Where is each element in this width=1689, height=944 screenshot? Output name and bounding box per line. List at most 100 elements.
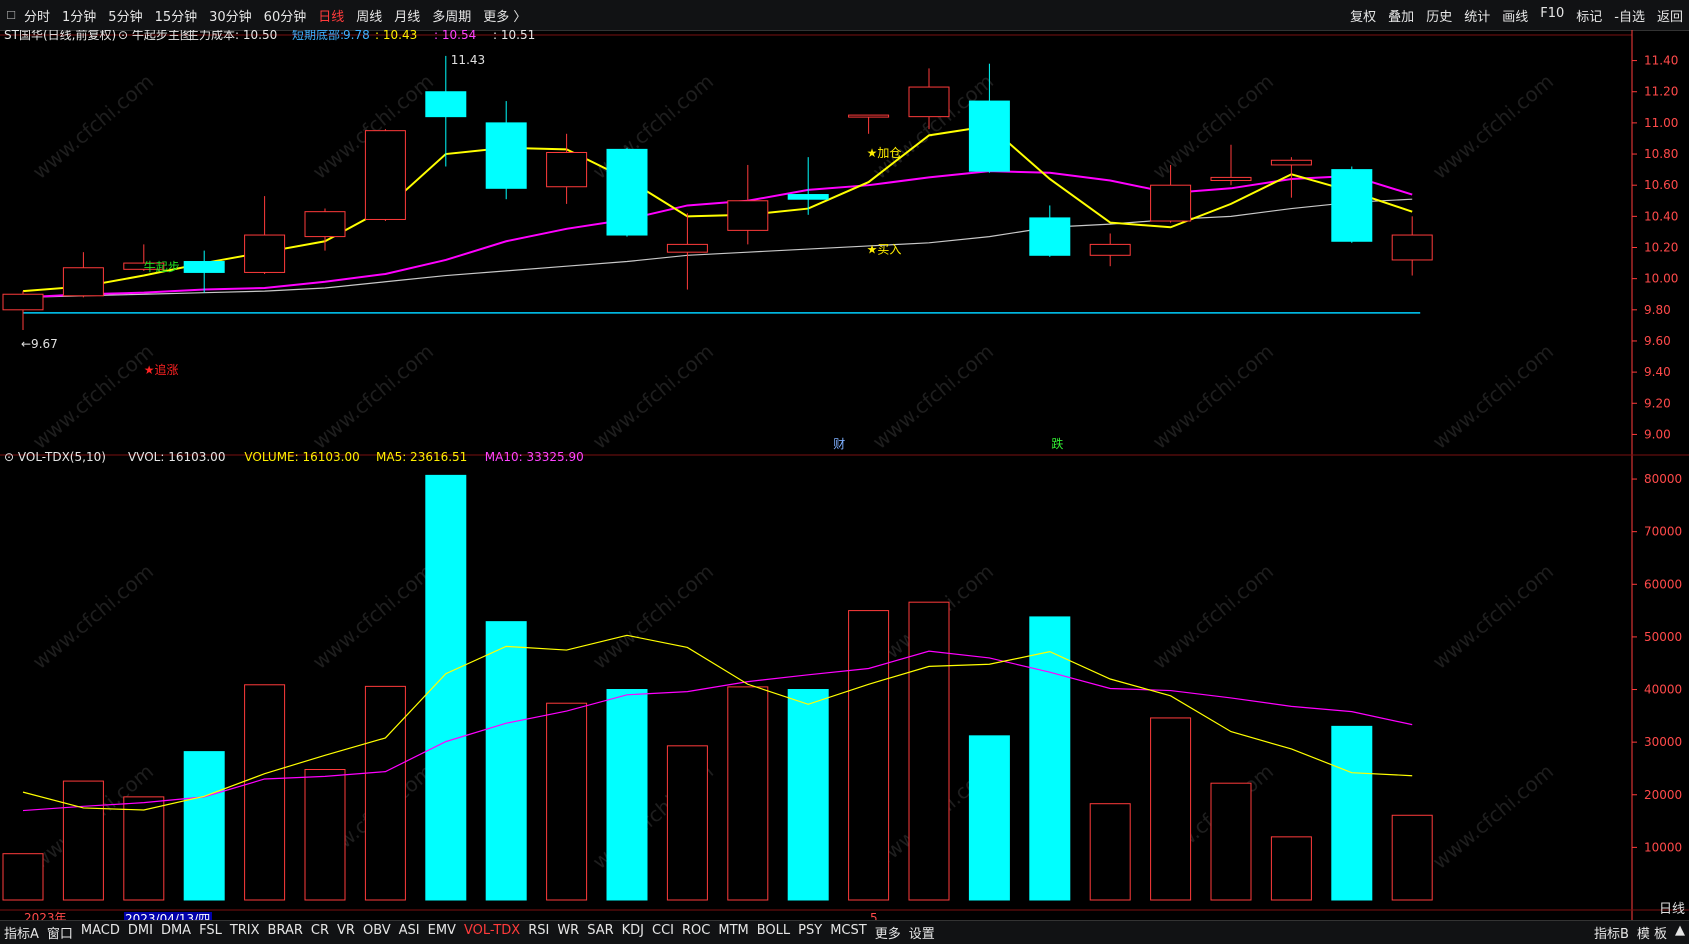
indicator-tab-vr[interactable]: VR [337,923,355,938]
indicator-tab-brar[interactable]: BRAR [267,923,303,938]
indicator-tab-cr[interactable]: CR [310,923,330,938]
volume-bar-up [546,702,588,901]
candle-down [425,91,467,118]
indicator-tab-cci[interactable]: CCI [652,923,675,938]
volume-bar-down [183,751,225,901]
volume-bar-down [606,689,648,901]
indicator-tab-psy[interactable]: PSY [798,923,823,938]
period-tab-8[interactable]: 月线 [394,9,421,25]
tool-tab-7[interactable]: -自选 [1614,9,1645,25]
period-tab-2[interactable]: 5分钟 [108,9,143,25]
tool-tab-1[interactable]: 叠加 [1388,9,1415,25]
tool-tab-2[interactable]: 历史 [1426,9,1453,25]
price-tick-label: 10.20 [1644,241,1678,255]
volume-tick-label: 10000 [1644,840,1682,854]
period-tab-9[interactable]: 多周期 [432,9,472,25]
tool-tab-6[interactable]: 标记 [1576,9,1603,25]
tool-tab-8[interactable]: 返回 [1656,9,1683,25]
indicator-toolbar: 指标A 窗口 MACD DMI DMA FSL TRIX BRAR CR VR OBV ASI EM… [0,920,1689,944]
mairu-signal: ★买入 [867,243,902,257]
indicator-a-button[interactable]: 指标A [4,927,39,942]
candle-down [485,122,527,189]
period-tab-6[interactable]: 日线 [318,9,345,25]
volume-tick-label: 20000 [1644,788,1682,802]
price-tick-label: 11.40 [1644,54,1678,68]
short-v3: : 10.54 [434,30,476,42]
watermark-text: www.cfchi.com [1428,69,1558,184]
watermark-text: www.cfchi.com [28,339,158,454]
kline-chart[interactable]: www.cfchi.com www.cfchi.com www.cfchi.com w… [0,30,1689,920]
cost-label: 主力成本: 10.50 [187,30,277,42]
candle-up [1210,176,1252,182]
indicator-tab-mtm[interactable]: MTM [718,923,749,938]
period-tab-4[interactable]: 30分钟 [209,9,252,25]
indicator-tab-roc[interactable]: ROC [682,923,711,938]
indicator-right-item-1[interactable]: 模 板 [1636,927,1667,942]
finance-marker: 财 [833,437,845,451]
period-tab-5[interactable]: 60分钟 [263,9,307,25]
volume-bar-up [304,769,346,901]
indicator-tab-mcst[interactable]: MCST [830,923,867,938]
watermark-text: www.cfchi.com [1428,759,1558,874]
layout-icon[interactable]: ☐ [6,8,16,22]
indicator-tab-asi[interactable]: ASI [398,923,420,938]
volume-bar-up [364,685,406,901]
tool-tab-4[interactable]: 画线 [1502,9,1529,25]
volume-bar-up [123,796,165,901]
indicator-tab-macd[interactable]: MACD [80,923,120,938]
indicator-tab-obv[interactable]: OBV [362,923,391,938]
price-tick-label: 9.60 [1644,334,1671,348]
watermark-text: www.cfchi.com [308,339,438,454]
tool-tab-3[interactable]: 统计 [1464,9,1491,25]
volume-bar-down [1029,616,1071,901]
indicator-tab-wr[interactable]: WR [557,923,580,938]
tool-tab-0[interactable]: 复权 [1350,9,1377,25]
period-tab-3[interactable]: 15分钟 [154,9,198,25]
short-v4: : 10.51 [493,30,535,42]
price-tick-label: 10.40 [1644,209,1678,223]
candle-up [848,114,890,118]
volume-tick-label: 30000 [1644,735,1682,749]
indicator-tab-dmi[interactable]: DMI [127,923,153,938]
volume-bar-up [244,684,286,901]
candle-up [908,86,950,118]
watermark-text: www.cfchi.com [1148,69,1278,184]
indicator-tab-设置[interactable]: 设置 [908,927,935,942]
price-tick-label: 10.80 [1644,147,1678,161]
watermark-text: www.cfchi.com [1148,559,1278,674]
window-button[interactable]: 窗口 [46,927,73,942]
period-tab-7[interactable]: 周线 [356,9,383,25]
candle-down [968,100,1010,172]
tool-tabs: 复权 叠加 历史 统计 画线 F10 标记 -自选 返回 [1344,6,1689,25]
indicator-tab-vol-tdx[interactable]: VOL-TDX [463,923,521,938]
indicator-right-item-0[interactable]: 指标B [1593,927,1629,942]
indicator-tab-dma[interactable]: DMA [160,923,192,938]
candle-up [62,267,104,297]
indicator-right-item-2[interactable]: ▲ [1675,923,1685,938]
volume-tick-label: 80000 [1644,472,1682,486]
candle-down [1029,217,1071,256]
indicator-name: ⊙ 牛起步主图 [118,30,192,42]
period-tab-1[interactable]: 1分钟 [62,9,97,25]
volume-tick-label: 70000 [1644,525,1682,539]
period-tab-0[interactable]: 分时 [24,9,51,25]
volume-ma5-label: MA5: 23616.51 [376,450,467,464]
tool-tab-5[interactable]: F10 [1540,5,1565,21]
period-tab-10[interactable]: 更多 〉 [483,9,527,25]
indicator-tab-fsl[interactable]: FSL [199,923,222,938]
indicator-tab-sar[interactable]: SAR [587,923,614,938]
volume-tick-label: 60000 [1644,577,1682,591]
candle-down [1331,169,1373,242]
volume-bar-up [908,601,950,901]
indicator-tab-kdj[interactable]: KDJ [621,923,645,938]
price-tick-label: 10.60 [1644,178,1678,192]
candle-up [304,211,346,238]
indicator-tab-rsi[interactable]: RSI [528,923,550,938]
indicator-tab-更多[interactable]: 更多 [874,927,901,942]
ma-magenta-line [22,170,1413,299]
volume-bar-up [1391,814,1433,901]
watermark-text: www.cfchi.com [588,559,718,674]
indicator-tab-emv[interactable]: EMV [427,923,456,938]
indicator-tab-boll[interactable]: BOLL [756,923,791,938]
indicator-tab-trix[interactable]: TRIX [229,923,260,938]
